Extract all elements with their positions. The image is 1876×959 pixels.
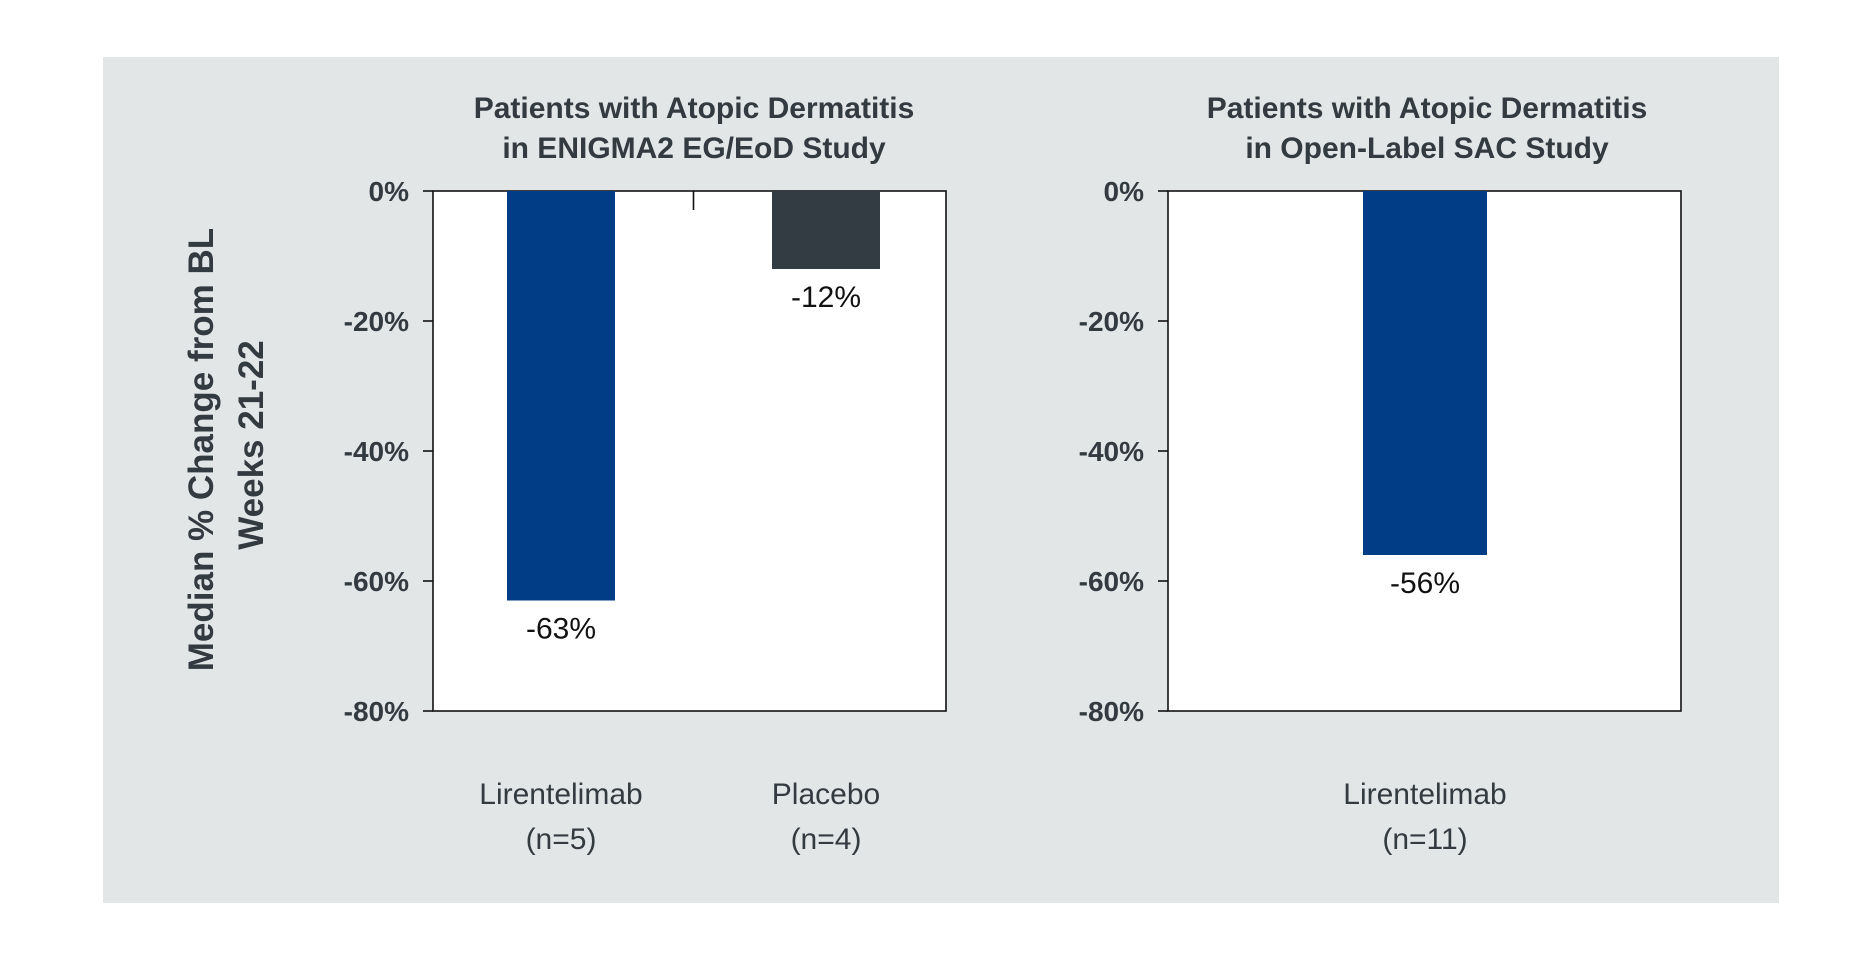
y-tick-label: -60% <box>1079 566 1144 597</box>
y-tick-label: -80% <box>1079 696 1144 727</box>
y-tick-label: -20% <box>344 306 409 337</box>
y-tick-label: -40% <box>344 436 409 467</box>
chart-panel-2: Patients with Atopic Dermatitis in Open-L… <box>1079 92 1682 856</box>
category-label: Placebo <box>772 778 880 811</box>
bar-value-label: -63% <box>526 613 596 646</box>
category-n-label: (n=4) <box>791 823 862 856</box>
y-axis-label: Median % Change from BL Weeks 21-22 <box>182 219 271 671</box>
bar-lirentelimab <box>507 191 615 601</box>
category-label: Lirentelimab <box>479 778 642 811</box>
category-n-label: (n=5) <box>526 823 597 856</box>
bar-value-label: -12% <box>791 281 861 314</box>
chart-title-line-2: in Open-Label SAC Study <box>1245 132 1609 165</box>
category-n-label: (n=11) <box>1382 823 1467 856</box>
bar-value-label: -56% <box>1390 567 1460 600</box>
y-tick-label: -40% <box>1079 436 1144 467</box>
category-label: Lirentelimab <box>1343 778 1506 811</box>
chart-title-line-1: Patients with Atopic Dermatitis <box>1207 92 1648 125</box>
y-tick-label: 0% <box>1104 176 1145 207</box>
y-tick-label: -60% <box>344 566 409 597</box>
y-tick-label: -20% <box>1079 306 1144 337</box>
chart-title: Patients with Atopic Dermatitis in ENIGMA… <box>474 92 915 165</box>
y-tick-label: 0% <box>369 176 410 207</box>
bar-placebo <box>772 191 880 269</box>
bar-lirentelimab <box>1363 191 1487 555</box>
chart-panels: Patients with Atopic Dermatitis in ENIGMA… <box>344 92 1682 856</box>
chart-title-line-1: Patients with Atopic Dermatitis <box>474 92 915 125</box>
y-axis-label-line-1: Median % Change from BL <box>182 228 221 671</box>
y-tick-label: -80% <box>344 696 409 727</box>
chart-title: Patients with Atopic Dermatitis in Open-L… <box>1207 92 1648 165</box>
chart-panel-1: Patients with Atopic Dermatitis in ENIGMA… <box>344 92 947 856</box>
y-axis-label-line-2: Weeks 21-22 <box>232 340 271 550</box>
chart-title-line-2: in ENIGMA2 EG/EoD Study <box>502 132 886 165</box>
